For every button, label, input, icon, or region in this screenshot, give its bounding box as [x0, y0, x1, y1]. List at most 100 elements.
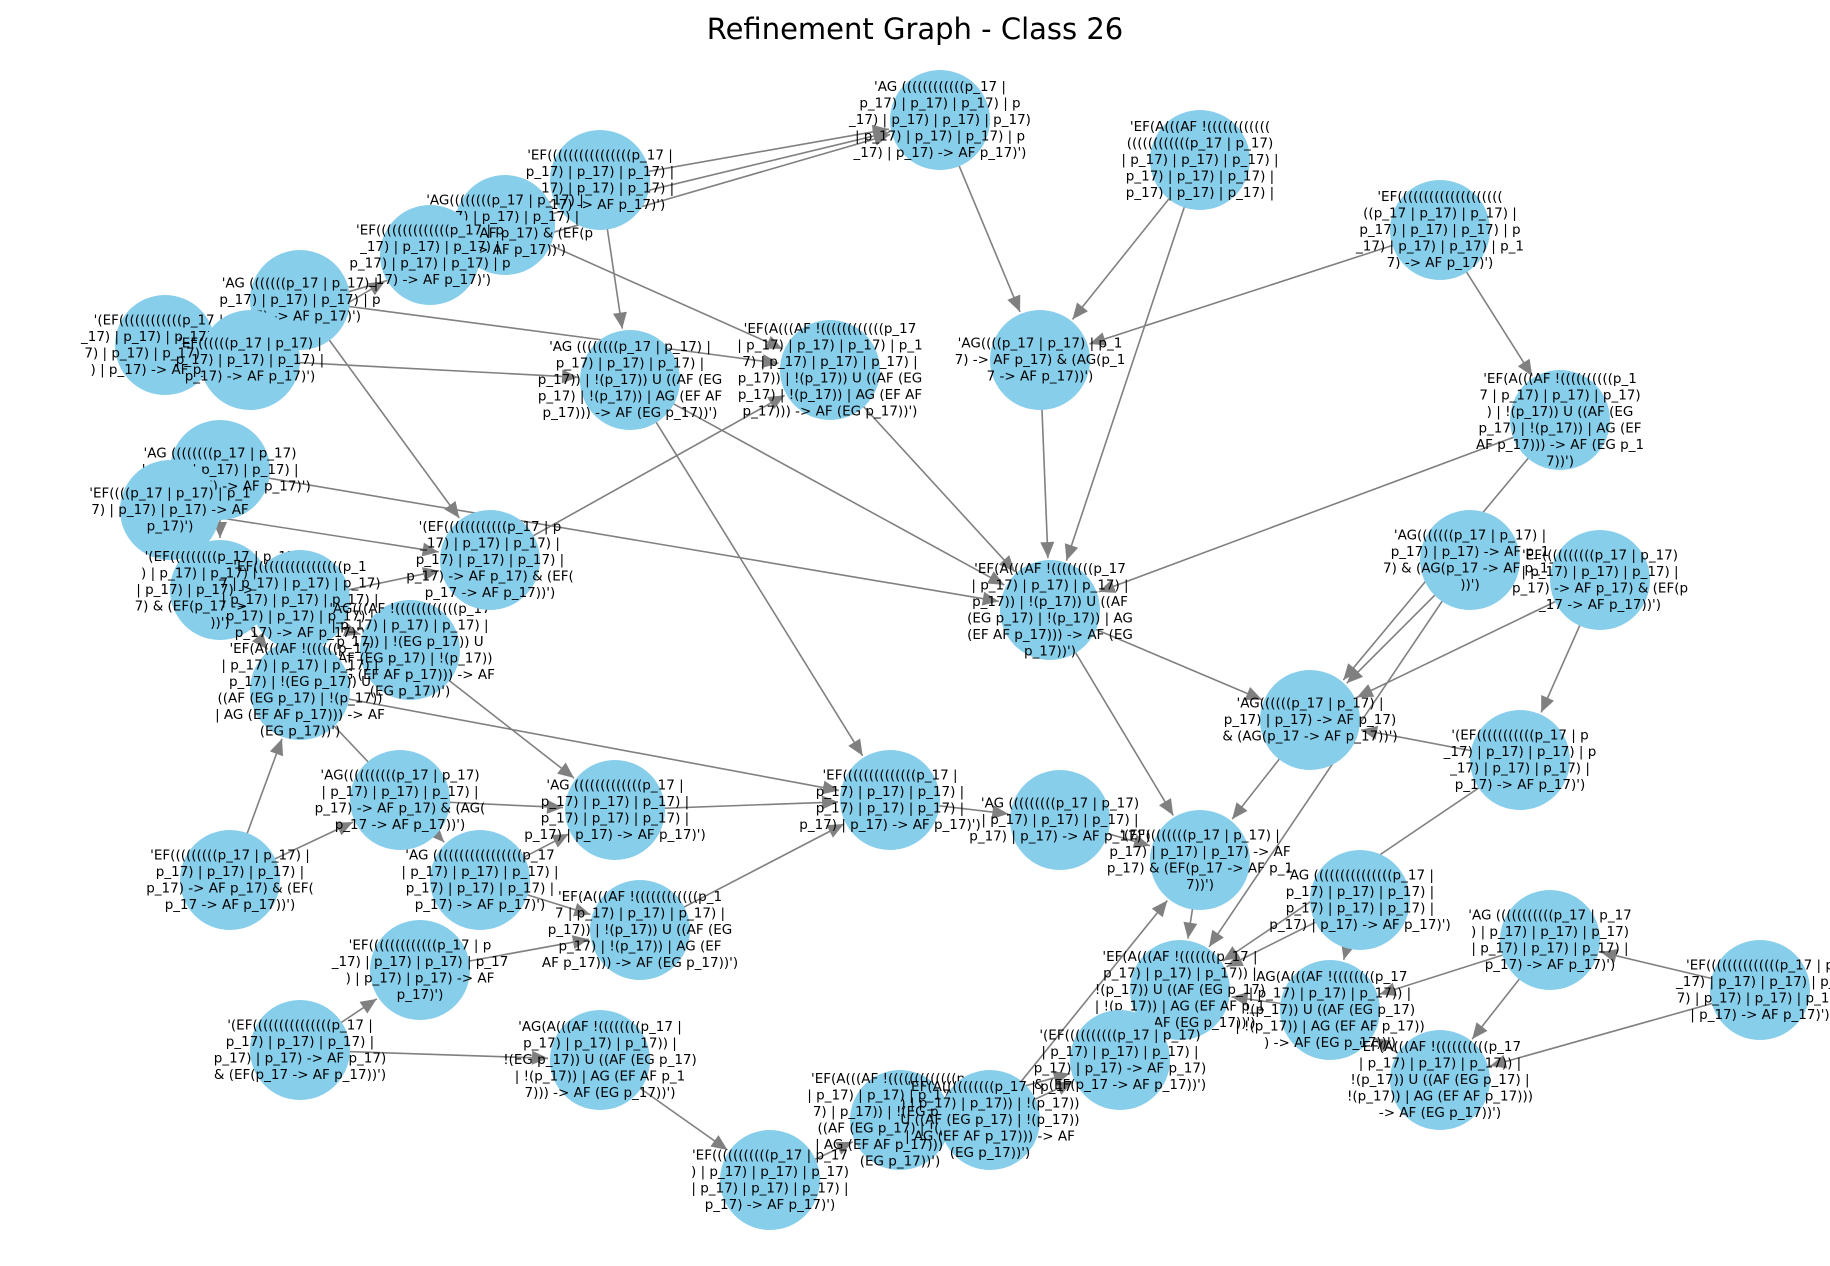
node-label-line: _17) | p_17) | p_17) | p: [1443, 744, 1597, 760]
node-label-line: p_17) | p_17) -> AF p_17): [214, 1050, 386, 1066]
node-label-line: 'AG (((((((((p_17 | p_17): [981, 796, 1139, 812]
edge-arrowhead: [1517, 358, 1533, 377]
node-label-line: p_17) | p_17) | p_17) | p: [349, 255, 510, 271]
node-label-line: p_17) | p_17) -> AF p_17)'): [1269, 917, 1450, 933]
edge: [629, 379, 864, 757]
node-circle: [1470, 710, 1570, 810]
node-label-line: p_17) | p_17) | p_17) | p: [219, 292, 380, 308]
node-circle: [120, 460, 220, 560]
node-label-line: 'EF(A(((AF !((((((((p_17: [974, 561, 1126, 577]
node-label-line: 7) -> AF p_17) & (AG(p_1: [955, 352, 1126, 368]
node-label-line: AF p_17))) -> AF (EG p_1: [1476, 437, 1644, 453]
node-label-line: 'AG ((((((((p_17 | p_17) |: [549, 339, 711, 355]
edge: [1098, 419, 1561, 593]
node-circle: [565, 760, 665, 860]
edge-arrowhead: [821, 780, 839, 795]
node-label-line: (EG p_17) | !(p_17)) | AG: [967, 610, 1133, 626]
edge-arrowhead: [1159, 798, 1174, 816]
node-circle: [380, 205, 480, 305]
node-label-line: '(EF(((((((((((p_17 | p: [1451, 727, 1588, 743]
node-label-line: _17) | p_17) | p_17) | p_17): [848, 112, 1031, 128]
node-label-line: p_17) & (EF(p_17 -> AF p_1: [1107, 860, 1293, 876]
node-label-line: p_17) | p_17) -> AF p_17)'): [524, 827, 705, 843]
edge-arrowhead: [826, 823, 844, 838]
edge-arrowhead: [561, 369, 579, 384]
node-label-line: p_17) | p_17) | p_17) | p: [1359, 222, 1520, 238]
edge: [219, 469, 999, 603]
edge-arrowhead: [1346, 666, 1364, 684]
node-label-line: ((p_17 | p_17) | p_17) |: [1363, 206, 1517, 222]
node-label-line: p_17) | p_17) | p_17) |: [541, 794, 689, 810]
node-label-line: _17) | p_17) | p_17) |: [359, 239, 500, 255]
node-label-line: 'EF((((((p_17 | p_17) |: [178, 336, 322, 352]
node-label-line: | p_17) | p_17) | p_17) |: [331, 617, 488, 633]
graph-node: 'EF(A(((AF !((((((((((((p_17 | p_17) | p…: [542, 880, 738, 980]
node-label-line: p_17) -> AF p_17) & (EF(: [406, 569, 574, 585]
node-label-line: _17) -> AF p_17)'): [368, 272, 491, 288]
edge-arrowhead: [1600, 948, 1618, 963]
node-circle: [1150, 110, 1250, 210]
graph-title: Refinement Graph - Class 26: [707, 12, 1124, 46]
edge-arrowhead: [1379, 982, 1397, 997]
node-circle: [1420, 510, 1520, 610]
edge: [299, 689, 840, 792]
node-label-line: p_17 -> AF p_17))'): [425, 585, 556, 601]
node-label-line: 7) & (AG(p_17 -> AF p_17: [1383, 560, 1557, 576]
edge-arrowhead: [1098, 579, 1117, 593]
node-label-line: | AG (EF AF p_17))) -> AF: [905, 1129, 1075, 1145]
edge: [489, 394, 785, 561]
graph-node: 'AG (((((((((((((((p_17 |p_17) | p_17) |…: [1269, 850, 1451, 950]
node-label-line: '(EF((((((((p_17 | p_17) |: [1120, 827, 1280, 843]
node-circle: [580, 330, 680, 430]
node-label-line: | p_17) | p_17) | p_17)) |: [1249, 986, 1412, 1002]
graph-node: 'AG((((p_17 | p_17) | p_17) -> AF p_17) …: [955, 310, 1126, 410]
node-label-line: 'AG((((p_17 | p_17) | p_1: [958, 336, 1123, 352]
node-label-line: 7) | p_17) | p_17) | p_17): [1677, 990, 1830, 1006]
node-label-line: | p_17) | p_17) | p_17) |: [1041, 1044, 1198, 1060]
node-label-line: | p_17) | p_17) | p_17) |: [971, 577, 1128, 593]
edge-arrowhead: [1151, 900, 1168, 918]
node-label-line: 'AG(((((((p_17 | p_17) |: [1394, 527, 1546, 543]
node-label-line: p_17) | p_17) | p_17) -> AF: [1109, 844, 1290, 860]
node-label-line: ) | p_17) | p_17)) | !(p_17)): [900, 1096, 1079, 1112]
node-label-line: p_17))) -> AF (EG p_17))'): [543, 405, 718, 421]
node-label-line: 'EF(((((((((p_17 | p_17) |: [150, 847, 310, 863]
graph-node: 'EF((((((((((p_17 | p_17)| p_17) | p_17)…: [1512, 530, 1688, 630]
graph-node: 'AG((((((((((p_17 | p_17)| p_17) | p_17)…: [315, 750, 485, 850]
node-label-line: AF p_17))) -> AF (EG p_17))'): [542, 955, 738, 971]
node-label-line: p_17) | !(p_17)) | AG (EF: [558, 939, 721, 955]
node-label-line: p_17) -> AF p_17)'): [235, 625, 366, 641]
edge-arrowhead: [1231, 992, 1249, 1006]
node-label-line: p_17) | !(p_17)) | AG (EF: [1478, 420, 1641, 436]
node-label-line: 'EF(A((((((((((p_17 | p_17: [907, 1079, 1072, 1095]
graph-node: 'AG (((((((((((((p_17 |p_17) | p_17) | p…: [524, 760, 706, 860]
graph-node: 'EF(A(((AF !((((((((((p_17| p_17) | p_17…: [1347, 1030, 1533, 1130]
node-circle: [590, 880, 690, 980]
edge-arrowhead: [761, 354, 779, 369]
node-label-line: p_17) | p_17) | p_17) |: [416, 552, 564, 568]
edge-arrowhead: [1040, 541, 1055, 559]
node-label-line: | p_17) | p_17) | p_17) |: [1121, 152, 1278, 168]
node-label-line: 'AG(((AF !((((((((((((p_17: [329, 601, 490, 617]
node-label-line: (EF AF p_17))) -> AF (EG: [967, 627, 1133, 643]
node-label-line: p_17) | !(p_17)) | AG (EF AF: [738, 387, 922, 403]
node-label-line: p_17) -> AF p_17)'): [415, 897, 546, 913]
edge-arrowhead: [422, 567, 440, 581]
node-label-line: 'AG (((((((p_17 | p_17) |: [222, 276, 379, 292]
node-circle: [1550, 530, 1650, 630]
node-label-line: 'AG (((((((((((p_17 | p_17: [1468, 907, 1632, 923]
node-label-line: | p_17) | p_17) | p_17) |: [981, 812, 1138, 828]
node-circle: [250, 1000, 350, 1100]
edge-arrowhead: [710, 1135, 728, 1151]
node-label-line: | p_17) | p_17) | p_17) |: [1521, 564, 1678, 580]
edge-arrowhead: [612, 311, 627, 329]
graph-node: 'AG ((((((((p_17 | p_17) |p_17) | p_17) …: [538, 330, 722, 430]
node-label-line: | p_17) -> AF p_17)'): [1690, 1007, 1829, 1023]
node-label-line: p_17) | p_17) | p_17) |: [1286, 884, 1434, 900]
node-label-line: 7))'): [1546, 453, 1574, 469]
edge: [504, 224, 783, 350]
node-circle: [430, 830, 530, 930]
node-label-line: | p_17) | p_17) | p_17) |: [401, 864, 558, 880]
node-label-line: 'EF((((((((((((((p_17 | p: [1686, 957, 1830, 973]
edge-arrowhead: [1490, 1054, 1508, 1069]
